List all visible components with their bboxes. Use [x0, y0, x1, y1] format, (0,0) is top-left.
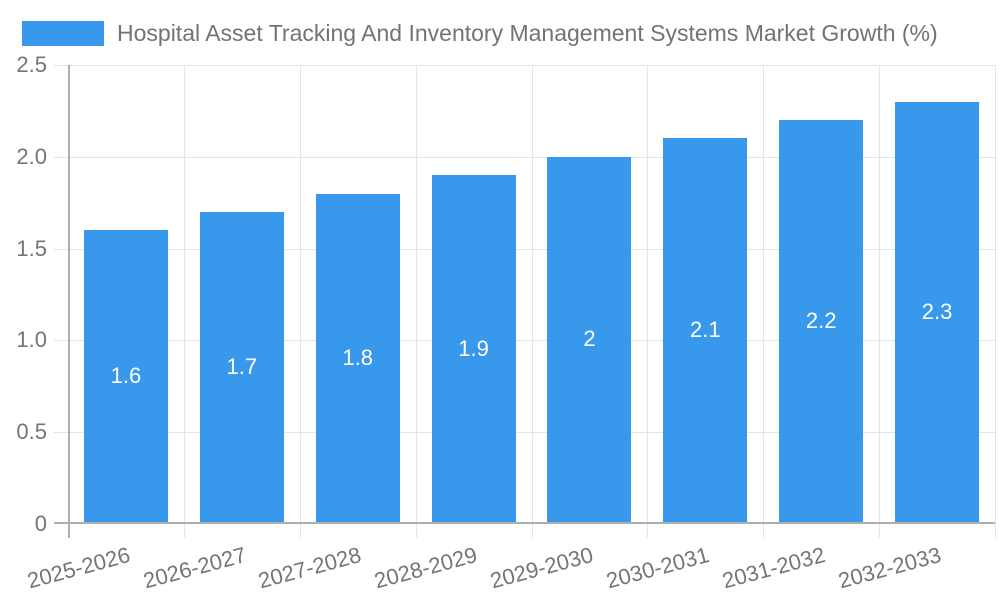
gridline-horizontal	[54, 65, 995, 66]
gridline-vertical	[415, 65, 417, 538]
gridline-vertical	[531, 65, 533, 538]
bar-value-label: 1.9	[458, 335, 489, 361]
bar-2025-2026: 1.6	[83, 230, 168, 522]
bar-value-label: 2.1	[690, 317, 721, 343]
x-axis-tick-label: 2026-2027	[140, 542, 249, 594]
bar-2030-2031: 2.1	[663, 138, 748, 522]
gridline-horizontal	[54, 248, 995, 250]
x-axis-tick-label: 2025-2026	[24, 542, 133, 594]
x-axis-tick-label: 2027-2028	[256, 542, 365, 594]
gridline-horizontal	[54, 156, 995, 158]
y-axis-line	[68, 65, 70, 538]
bar-value-label: 1.7	[226, 353, 258, 379]
x-axis-tick-label: 2030-2031	[603, 542, 712, 594]
bar-2028-2029: 1.9	[431, 175, 516, 522]
legend-swatch	[22, 21, 104, 46]
bar-2026-2027: 1.7	[199, 211, 284, 522]
gridline-vertical	[879, 65, 881, 538]
y-axis-tick-label: 0.5	[16, 419, 47, 445]
y-axis-tick-label: 2.0	[16, 143, 47, 169]
bar-value-label: 2.2	[805, 308, 837, 334]
gridline-vertical	[183, 65, 185, 538]
legend: Hospital Asset Tracking And Inventory Ma…	[22, 20, 938, 47]
y-axis-tick-label: 2.5	[16, 52, 47, 77]
bar-2032-2033: 2.3	[895, 101, 980, 522]
plot-area: 0 0.5 1.0 1.5 2.0 2.5 1.6 2025-2026 1.7 2026-2027…	[16, 52, 996, 593]
y-axis-tick-label: 1.5	[16, 235, 47, 261]
gridline-vertical	[299, 65, 301, 538]
bar-2031-2032: 2.2	[779, 120, 864, 522]
x-axis-tick-label: 2032-2033	[835, 542, 944, 594]
gridline-horizontal	[54, 340, 995, 342]
bar-value-label: 2	[583, 326, 596, 352]
bar-value-label: 1.6	[110, 363, 142, 389]
gridline-horizontal	[54, 432, 995, 434]
x-axis-tick-label: 2031-2032	[719, 542, 828, 594]
chart-title: Hospital Asset Tracking And Inventory Ma…	[117, 20, 938, 46]
gridline-vertical	[995, 65, 996, 538]
bar-value-label: 2.3	[921, 298, 953, 324]
gridline-vertical	[763, 65, 765, 538]
x-axis-tick-label: 2028-2029	[371, 542, 481, 594]
bar-2027-2028: 1.8	[315, 193, 400, 522]
x-axis-line	[54, 522, 995, 524]
bar-value-label: 1.8	[342, 344, 373, 370]
y-axis-tick-label: 1.0	[16, 327, 47, 353]
bar-2029-2030: 2	[547, 156, 632, 522]
gridline-vertical	[647, 65, 649, 538]
y-axis-tick-label: 0	[34, 511, 47, 536]
x-axis-tick-label: 2029-2030	[487, 542, 596, 594]
